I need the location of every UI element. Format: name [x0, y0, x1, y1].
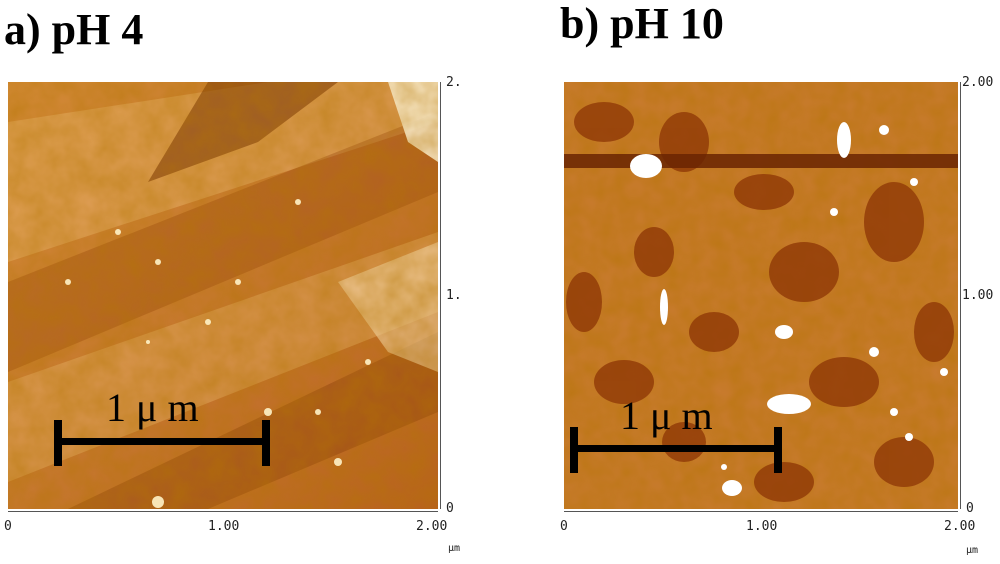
- afm-image-ph10: [564, 82, 958, 509]
- panel-b-y-tick-mid: 1.00: [962, 288, 994, 303]
- panel-b-y-axis: [960, 82, 961, 509]
- panel-a-x-tick-2: 2.00: [416, 519, 448, 534]
- panel-a-x-axis: [8, 511, 438, 512]
- panel-b-x-tick-2: 2.00: [944, 519, 976, 534]
- panel-a-y-tick-mid: 1.: [446, 288, 462, 303]
- panel-a-y-axis: [440, 82, 441, 509]
- panel-a-y-tick-bottom: 0: [446, 501, 454, 516]
- panel-b-scale-label: 1 μ m: [620, 393, 713, 438]
- panel-a-x-tick-1: 1.00: [208, 519, 240, 534]
- panel-b-unit: μm: [966, 545, 979, 556]
- afm-image-ph4: [8, 82, 438, 509]
- panel-a-x-tick-0: 0: [4, 519, 12, 534]
- panel-a-unit: μm: [448, 543, 461, 554]
- panel-b-title: b) pH 10: [560, 0, 724, 48]
- panel-a-scale-label: 1 μ m: [106, 385, 199, 430]
- panel-b-x-axis: [564, 511, 958, 512]
- panel-b-scale-bar: [570, 427, 782, 473]
- panel-b-y-tick-top: 2.00: [962, 75, 994, 90]
- panel-a-scale-bar: [54, 420, 270, 466]
- panel-b-x-tick-1: 1.00: [746, 519, 778, 534]
- panel-a-y-tick-top: 2.: [446, 75, 462, 90]
- panel-b-x-tick-0: 0: [560, 519, 568, 534]
- panel-b-y-tick-bottom: 0: [966, 501, 974, 516]
- panel-a-title: a) pH 4: [4, 5, 144, 54]
